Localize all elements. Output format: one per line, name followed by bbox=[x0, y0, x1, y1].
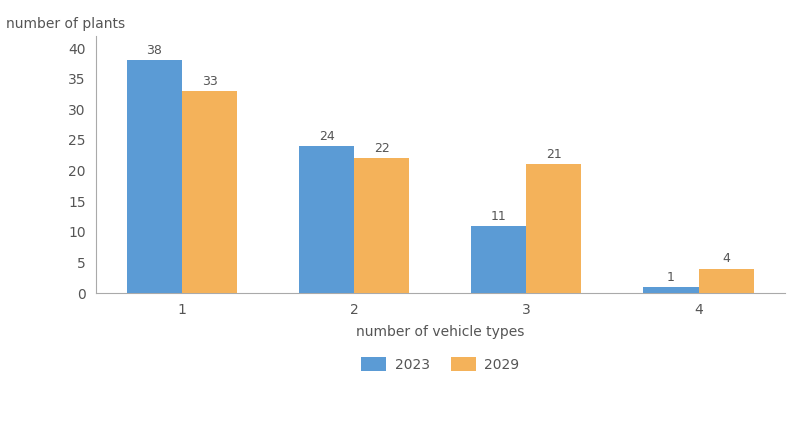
Bar bbox=[698, 268, 754, 293]
Text: 11: 11 bbox=[491, 210, 506, 222]
Bar bbox=[127, 61, 182, 293]
Text: number of plants: number of plants bbox=[6, 17, 125, 31]
Bar bbox=[182, 91, 237, 293]
Text: 1: 1 bbox=[667, 271, 675, 284]
Text: 22: 22 bbox=[374, 142, 390, 155]
Text: 38: 38 bbox=[146, 44, 162, 57]
Text: 21: 21 bbox=[546, 148, 562, 162]
Text: 24: 24 bbox=[318, 130, 334, 143]
Bar bbox=[471, 226, 526, 293]
Bar bbox=[526, 165, 582, 293]
Bar bbox=[643, 287, 698, 293]
Bar bbox=[354, 158, 410, 293]
X-axis label: number of vehicle types: number of vehicle types bbox=[356, 325, 525, 339]
Text: 33: 33 bbox=[202, 75, 218, 88]
Text: 4: 4 bbox=[722, 252, 730, 266]
Bar bbox=[299, 146, 354, 293]
Legend: 2023, 2029: 2023, 2029 bbox=[356, 352, 525, 377]
